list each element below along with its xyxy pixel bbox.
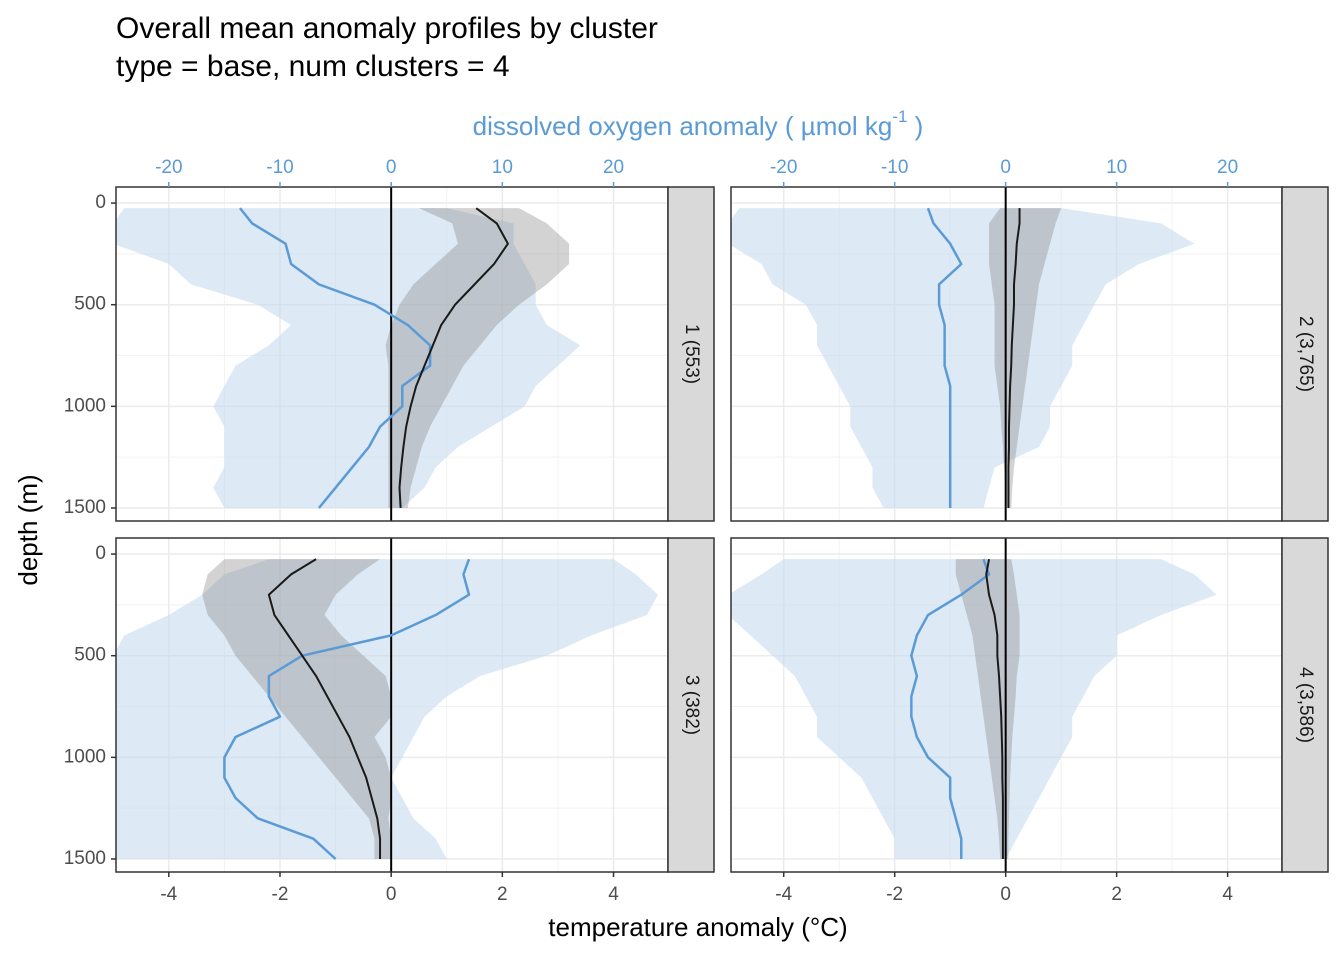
- oxygen-band: [731, 559, 1217, 859]
- y-tick-label: 1000: [64, 746, 106, 767]
- temperature-line: [985, 558, 1004, 859]
- temperature-band: [385, 208, 570, 508]
- strip: [667, 186, 715, 522]
- y-tick-label: 1000: [64, 395, 106, 416]
- y-tick-label: 0: [95, 192, 106, 213]
- x-tick-label: 2: [497, 884, 508, 905]
- temperature-band: [955, 559, 1020, 859]
- x-tick-label: 4: [608, 884, 619, 905]
- panel-plot: [116, 538, 668, 872]
- x-tick-label: 4: [1222, 884, 1233, 905]
- temperature-line: [267, 558, 382, 859]
- x-tick-label: -4: [160, 884, 177, 905]
- x2-tick-label: 10: [1106, 157, 1127, 178]
- panel-plot: [116, 187, 668, 521]
- y-axis-title: depth (m): [13, 474, 43, 585]
- x2-tick-label: -10: [881, 157, 908, 178]
- panel-plot: [731, 538, 1282, 872]
- x-tick-label: 0: [1000, 884, 1011, 905]
- x-tick-label: -2: [886, 884, 903, 905]
- oxygen-line: [926, 207, 963, 508]
- x-tick-label: -4: [775, 884, 792, 905]
- y-tick-label: 500: [74, 294, 106, 315]
- x2-tick-label: -10: [266, 157, 293, 178]
- strip: [1281, 186, 1329, 522]
- y-tick-label: 500: [74, 645, 106, 666]
- x2-tick-label: 0: [1000, 157, 1011, 178]
- temperature-line: [398, 207, 509, 509]
- x2-tick-label: 20: [603, 157, 624, 178]
- panel-plot: [731, 187, 1282, 521]
- panel: 3 (382) 0 500 1000 1500 -4 -2 0 2 4: [64, 537, 715, 905]
- oxygen-line: [910, 558, 991, 859]
- x2-axis-title-sup: -1: [892, 107, 907, 126]
- strip-label: 4 (3,586): [1295, 667, 1316, 743]
- panel: 2 (3,765) -20 -10 0 10 20: [730, 157, 1329, 522]
- x2-tick-label: -20: [770, 157, 797, 178]
- x-tick-label: 2: [1111, 884, 1122, 905]
- y-tick-label: 1500: [64, 497, 106, 518]
- strip-label: 2 (3,765): [1295, 316, 1316, 392]
- panel: 1 (553) 0 500 1000 1500 -20 -10 0 10 20: [64, 157, 715, 522]
- temperature-line: [1007, 208, 1021, 508]
- oxygen-band: [116, 559, 658, 859]
- strip-label: 1 (553): [681, 324, 702, 384]
- oxygen-line: [223, 558, 471, 860]
- strip: [667, 537, 715, 873]
- oxygen-band: [731, 208, 1195, 508]
- x2-tick-label: -20: [155, 157, 182, 178]
- x2-tick-label: 10: [492, 157, 513, 178]
- chart-title: Overall mean anomaly profiles by cluster: [116, 12, 658, 45]
- strip: [1281, 537, 1329, 873]
- y-tick-label: 0: [95, 543, 106, 564]
- oxygen-band: [116, 208, 581, 508]
- oxygen-line: [238, 207, 432, 509]
- x2-tick-label: 0: [386, 157, 397, 178]
- panel: 4 (3,586) -4 -2 0 2 4: [730, 537, 1329, 905]
- x2-axis-title-main: dissolved oxygen anomaly ( µmol kg: [473, 111, 893, 141]
- y-tick-label: 1500: [64, 848, 106, 869]
- x2-axis-title-end: ): [907, 111, 923, 141]
- x-axis-title: temperature anomaly (°C): [548, 912, 847, 942]
- x-tick-label: 0: [386, 884, 397, 905]
- x2-axis-title: dissolved oxygen anomaly ( µmol kg-1 ): [473, 107, 924, 140]
- temperature-band: [989, 208, 1062, 508]
- chart-subtitle: type = base, num clusters = 4: [116, 50, 510, 83]
- x2-tick-label: 20: [1217, 157, 1238, 178]
- temperature-band: [202, 559, 392, 859]
- strip-label: 3 (382): [681, 675, 702, 735]
- x-tick-label: -2: [272, 884, 289, 905]
